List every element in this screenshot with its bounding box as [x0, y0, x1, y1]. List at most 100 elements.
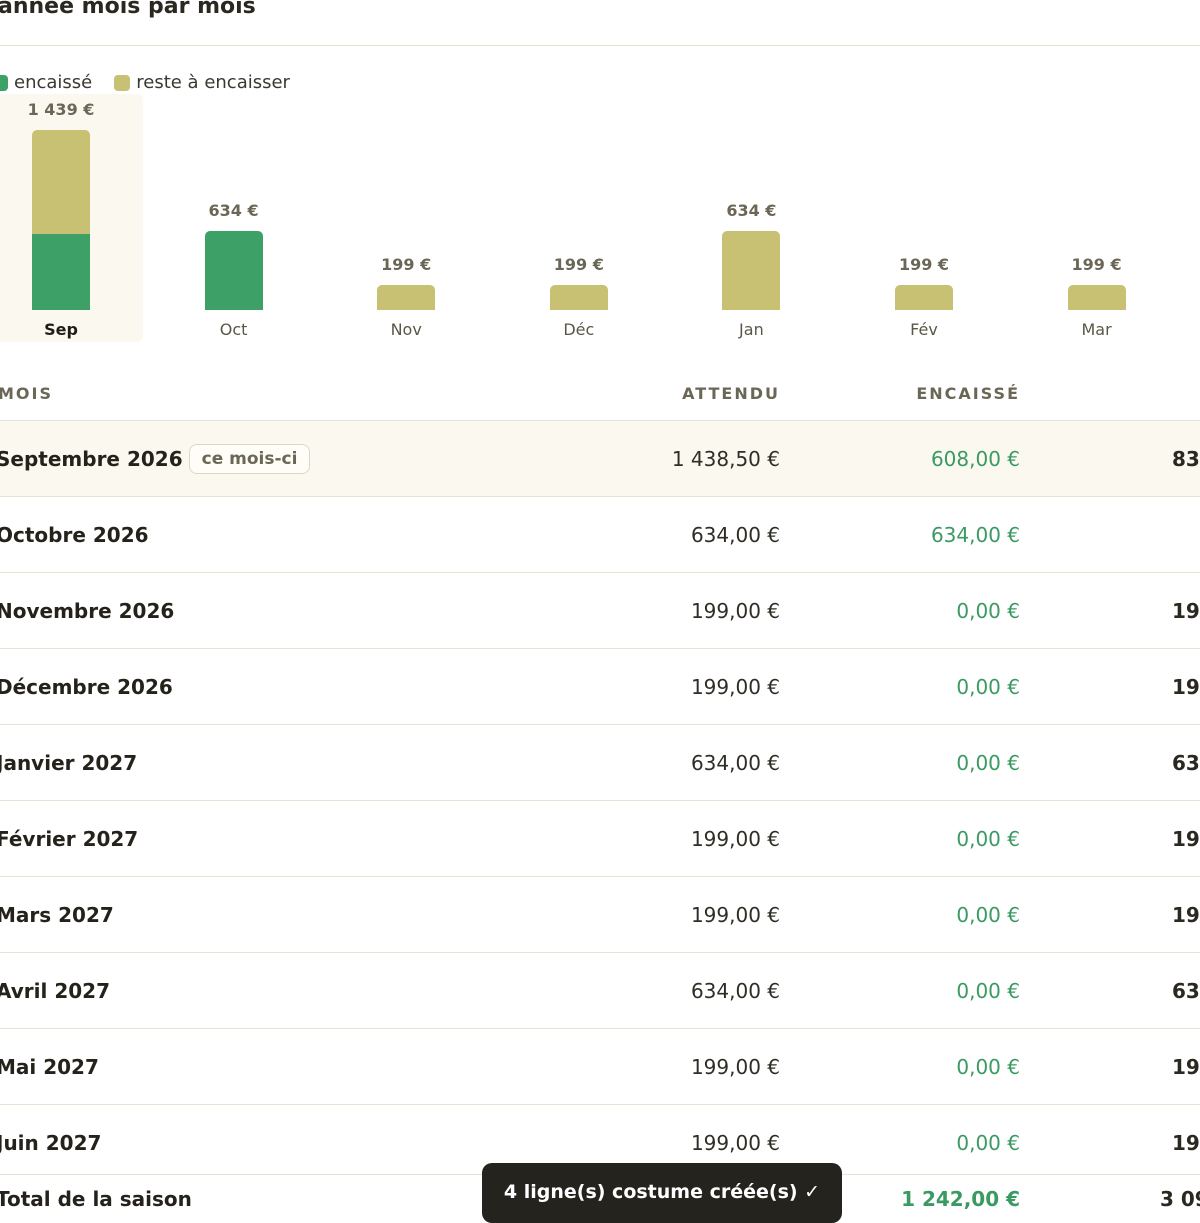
cell-attendu: 199,00 € — [690, 902, 780, 927]
cell-mois: Mars 2027 — [0, 902, 114, 927]
cell-mois: Octobre 2026 — [0, 522, 149, 547]
bar-value-label: 199 € — [553, 255, 604, 275]
cell-mois: Mai 2027 — [0, 1054, 99, 1079]
toast-notification[interactable]: 4 ligne(s) costume créée(s) ✓ — [482, 1163, 842, 1223]
bar-value-label: 199 € — [381, 255, 432, 275]
cell-encaisse: 0,00 € — [956, 978, 1020, 1003]
month-tick-label: Déc — [563, 320, 595, 339]
bar-value-label: 634 € — [726, 200, 777, 220]
cell-reste: 63 — [1172, 978, 1200, 1003]
title-divider — [0, 45, 1200, 46]
cell-encaisse: 0,00 € — [956, 1054, 1020, 1079]
table-row[interactable]: Février 2027 199,00 € 0,00 € 19 — [0, 800, 1200, 876]
bar-oct[interactable] — [204, 230, 263, 310]
table-row[interactable]: Septembre 2026 ce mois-ci 1 438,50 € 608… — [0, 420, 1200, 496]
bar-segment-reste — [1067, 285, 1126, 310]
chart-legend: encaissé reste à encaisser — [0, 72, 290, 93]
cell-encaisse: 0,00 € — [956, 598, 1020, 623]
cell-encaisse: 0,00 € — [956, 826, 1020, 851]
cell-reste: 19 — [1172, 1054, 1200, 1079]
table-row[interactable]: Janvier 2027 634,00 € 0,00 € 63 — [0, 724, 1200, 800]
cell-reste: 83 — [1172, 446, 1200, 471]
bar-segment-reste — [32, 130, 90, 234]
cell-attendu: 199,00 € — [690, 1054, 780, 1079]
toast-message: 4 ligne(s) costume créée(s) ✓ — [503, 1181, 821, 1203]
table-row[interactable]: Mai 2027 199,00 € 0,00 € 19 — [0, 1028, 1200, 1104]
months-table: Septembre 2026 ce mois-ci 1 438,50 € 608… — [0, 420, 1200, 1180]
bar-jan[interactable] — [722, 230, 781, 310]
bar-nov[interactable] — [377, 285, 436, 310]
cell-mois: Janvier 2027 — [0, 750, 138, 775]
cell-mois: Décembre 2026 — [0, 674, 173, 699]
cell-reste: 19 — [1172, 674, 1200, 699]
cell-reste: 19 — [1172, 598, 1200, 623]
cell-encaisse: 0,00 € — [956, 902, 1020, 927]
table-row[interactable]: Mars 2027 199,00 € 0,00 € 19 — [0, 876, 1200, 952]
legend-label-reste: reste à encaisser — [136, 72, 290, 93]
bar-segment-reste — [895, 285, 953, 310]
cell-reste: 19 — [1172, 1130, 1200, 1155]
cell-mois: Avril 2027 — [0, 978, 111, 1003]
cell-attendu: 199,00 € — [690, 674, 780, 699]
bar-value-label: 199 € — [1071, 255, 1122, 275]
monthly-bar-chart: 1 439 € Sep 634 € Oct 199 € Nov 199 € Déc 634 € J… — [0, 94, 1200, 344]
table-row[interactable]: Avril 2027 634,00 € 0,00 € 63 — [0, 952, 1200, 1028]
cell-attendu: 634,00 € — [690, 522, 780, 547]
cell-reste: 63 — [1172, 750, 1200, 775]
cell-mois: Novembre 2026 — [0, 598, 175, 623]
bar-value-label: 1 439 € — [27, 100, 95, 119]
bar-fév[interactable] — [895, 285, 953, 310]
legend-item-reste: reste à encaisser — [114, 72, 290, 93]
cell-encaisse: 608,00 € — [930, 446, 1020, 471]
column-header-mois: MOIS — [0, 384, 53, 403]
bar-segment-reste — [377, 285, 436, 310]
month-tick-label: Fév — [910, 320, 938, 339]
section-title: année mois par mois — [0, 0, 256, 19]
bar-segment-encaisse — [32, 233, 90, 310]
cell-attendu: 1 438,50 € — [671, 446, 780, 471]
table-header: MOIS ATTENDU ENCAISSÉ — [0, 380, 1200, 420]
current-month-badge: ce mois-ci — [188, 443, 311, 474]
cell-encaisse: 0,00 € — [956, 1130, 1020, 1155]
total-reste: 3 09 — [1160, 1187, 1200, 1211]
month-tick-label: Sep — [44, 320, 78, 339]
legend-swatch-encaisse — [0, 74, 8, 91]
column-header-encaisse: ENCAISSÉ — [916, 384, 1020, 403]
total-label: Total de la saison — [0, 1187, 192, 1211]
legend-label-encaisse: encaissé — [14, 72, 93, 93]
month-name: Septembre 2026 — [0, 446, 183, 471]
bar-sep[interactable] — [32, 130, 90, 310]
table-row[interactable]: Novembre 2026 199,00 € 0,00 € 19 — [0, 572, 1200, 648]
total-encaisse: 1 242,00 € — [901, 1187, 1020, 1211]
legend-item-encaisse: encaissé — [0, 72, 92, 93]
cell-reste: 19 — [1172, 826, 1200, 851]
bar-value-label: 634 € — [208, 200, 259, 220]
cell-encaisse: 634,00 € — [930, 522, 1020, 547]
cell-mois: Février 2027 — [0, 826, 139, 851]
table-row[interactable]: Juin 2027 199,00 € 0,00 € 19 — [0, 1104, 1200, 1180]
table-row[interactable]: Décembre 2026 199,00 € 0,00 € 19 — [0, 648, 1200, 724]
bar-déc[interactable] — [549, 285, 608, 310]
bar-segment-encaisse — [204, 230, 263, 310]
bar-mar[interactable] — [1067, 285, 1126, 310]
cell-attendu: 199,00 € — [690, 598, 780, 623]
cell-attendu: 199,00 € — [690, 1130, 780, 1155]
cell-attendu: 634,00 € — [690, 750, 780, 775]
cell-mois: Septembre 2026 ce mois-ci — [0, 421, 311, 496]
table-row[interactable]: Octobre 2026 634,00 € 634,00 € — [0, 496, 1200, 572]
cell-encaisse: 0,00 € — [956, 750, 1020, 775]
legend-swatch-reste — [114, 74, 131, 91]
cell-reste: 19 — [1172, 902, 1200, 927]
bar-segment-reste — [549, 285, 608, 310]
cell-attendu: 199,00 € — [690, 826, 780, 851]
column-header-attendu: ATTENDU — [682, 384, 780, 403]
bar-segment-reste — [722, 230, 781, 310]
month-tick-label: Nov — [390, 320, 422, 339]
cell-encaisse: 0,00 € — [956, 674, 1020, 699]
month-tick-label: Oct — [219, 320, 248, 339]
month-tick-label: Mar — [1081, 320, 1112, 339]
bar-value-label: 199 € — [898, 255, 950, 275]
cell-attendu: 634,00 € — [690, 978, 780, 1003]
month-tick-label: Jan — [739, 320, 764, 339]
cell-mois: Juin 2027 — [0, 1130, 102, 1155]
